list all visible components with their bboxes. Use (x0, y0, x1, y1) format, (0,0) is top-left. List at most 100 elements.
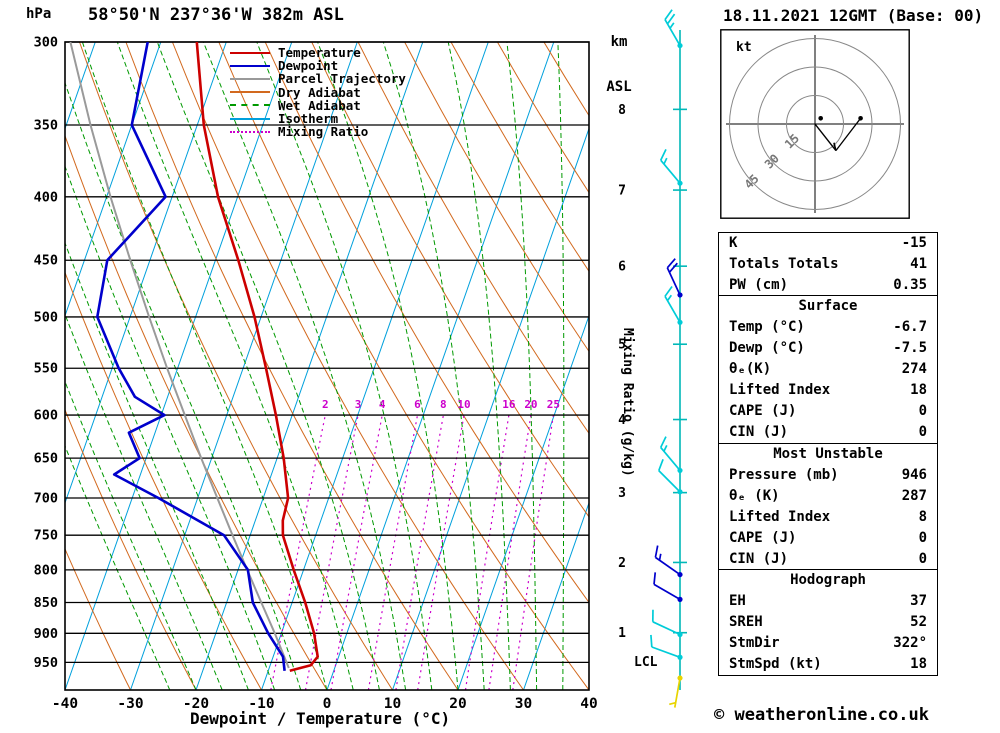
stat-value: 322° (893, 635, 927, 652)
stats-section: Most Unstable Pressure (mb) 946 θₑ (K) 287 Li… (718, 442, 938, 571)
km-tick-label: 2 (618, 556, 626, 571)
stat-label: StmDir (729, 635, 780, 652)
isotherm-line (65, 42, 293, 690)
hodograph-ring (757, 66, 873, 182)
datetime-title: 18.11.2021 12GMT (Base: 00) (723, 6, 984, 25)
stat-row: EH 37 (719, 591, 937, 612)
legend-line-swatch (230, 51, 270, 54)
stats-tables: K -15 Totals Totals 41 PW (cm) 0.35 Surface Tem… (718, 232, 938, 677)
lcl-label: LCL (634, 655, 658, 670)
pressure-tick-label: 800 (34, 562, 58, 578)
mixing-ratio-value: 6 (414, 398, 421, 411)
stat-value: -6.7 (893, 319, 927, 336)
legend-label: Temperature (278, 45, 361, 61)
stat-row: StmDir 322° (719, 633, 937, 654)
stats-section: K -15 Totals Totals 41 PW (cm) 0.35 (718, 232, 938, 297)
pressure-tick-label: 650 (34, 451, 58, 467)
legend-item: Parcel Trajectory (230, 71, 406, 86)
wet-adiabat-line (557, 42, 565, 690)
stat-row: θₑ(K) 274 (719, 359, 937, 380)
hodograph-ring (729, 38, 901, 210)
wind-barb (659, 148, 683, 186)
stat-row: Dewp (°C) -7.5 (719, 338, 937, 359)
mixing-ratio-value: 8 (440, 398, 447, 411)
wet-adiabat-line (156, 42, 380, 690)
stat-label: SREH (729, 614, 763, 631)
stat-label: Pressure (mb) (729, 466, 839, 483)
mixing-ratio-axis-label: Mixing Ratio (g/kg) (620, 328, 635, 477)
asl-label: ASL (606, 79, 632, 95)
temp-axis-title: Dewpoint / Temperature (°C) (190, 709, 451, 728)
storm-arrowhead (833, 142, 837, 151)
mixing-ratio-value: 3 (355, 398, 362, 411)
legend-line-swatch (230, 77, 270, 80)
stats-section-header: Most Unstable (773, 445, 883, 462)
legend-line-swatch (230, 130, 270, 133)
mixing-ratio-line (304, 414, 359, 690)
mixing-ratio-line (270, 414, 326, 690)
stat-value: 0.35 (893, 277, 927, 293)
stat-row: K -15 (719, 233, 937, 254)
legend-label: Dewpoint (278, 58, 339, 74)
mixing-ratio-value: 16 (502, 398, 516, 411)
wind-barb (664, 286, 683, 325)
legend-label: Dry Adiabat (278, 84, 361, 100)
stat-label: Temp (°C) (729, 319, 805, 336)
isotherm-line (65, 42, 162, 318)
stats-section: Surface Temp (°C) -6.7 Dewp (°C) -7.5 θₑ(K) 27… (718, 295, 938, 445)
legend-line-swatch (230, 117, 270, 120)
stat-label: EH (729, 593, 746, 610)
isotherm-line (326, 42, 555, 690)
legend-item: Isotherm (230, 111, 406, 126)
stat-label: θₑ (K) (729, 487, 780, 504)
wet-adiabat-line (506, 42, 538, 690)
dry-adiabat-line (404, 42, 589, 353)
isotherm-line (0, 42, 30, 690)
dry-adiabat-line (65, 547, 131, 690)
station-title: 58°50'N 237°36'W 382m ASL (88, 5, 344, 25)
legend-item: Mixing Ratio (230, 124, 406, 140)
legend-label: Mixing Ratio (278, 124, 369, 140)
wind-barb (659, 436, 683, 474)
stat-row: Temp (°C) -6.7 (719, 317, 937, 338)
stat-row: Totals Totals 41 (719, 254, 937, 275)
temp-tick-label: 10 (384, 696, 401, 712)
stat-row: CAPE (J) 0 (719, 401, 937, 422)
legend-line-swatch (230, 64, 270, 67)
legend-line-swatch (230, 104, 270, 107)
wind-barb (654, 545, 683, 578)
stat-value: -7.5 (893, 340, 927, 357)
stat-row: PW (cm) 0.35 (719, 275, 937, 296)
stat-row: CIN (J) 0 (719, 549, 937, 570)
pressure-tick-label: 450 (34, 253, 58, 269)
stat-value: 41 (910, 256, 927, 272)
wet-adiabat-line (65, 165, 276, 690)
dry-adiabat-line (218, 42, 589, 690)
wind-barb (666, 258, 683, 298)
temp-tick-label: -10 (248, 696, 274, 712)
km-tick-label: 4 (618, 413, 626, 428)
wind-barb (650, 634, 683, 660)
hodograph-ring (786, 95, 844, 153)
legend-item: Dewpoint (230, 58, 406, 74)
pressure-tick-label: 600 (34, 408, 58, 424)
pressure-tick-label: 900 (34, 626, 58, 642)
stat-row: CAPE (J) 0 (719, 528, 937, 549)
dry-adiabat-line (450, 42, 589, 273)
hodograph-unit-label: kt (736, 40, 752, 55)
stat-value: 0 (918, 529, 927, 546)
sounding-curves (69, 42, 320, 673)
isotherm-line (130, 42, 358, 690)
footer-credit[interactable]: © weatheronline.co.uk (714, 705, 929, 725)
pressure-tick-label: 400 (34, 189, 58, 205)
pressure-tick-label: 850 (34, 595, 58, 611)
stat-label: CAPE (J) (729, 403, 797, 420)
stat-label: Lifted Index (729, 508, 831, 525)
dry-adiabat-line (357, 42, 589, 435)
km-tick-label: 6 (618, 260, 626, 275)
km-asl-axis-label: km ASL (600, 5, 638, 125)
stat-label: θₑ(K) (729, 361, 772, 378)
temp-tick-label: 0 (323, 696, 332, 712)
km-tick-label: 1 (618, 626, 626, 641)
